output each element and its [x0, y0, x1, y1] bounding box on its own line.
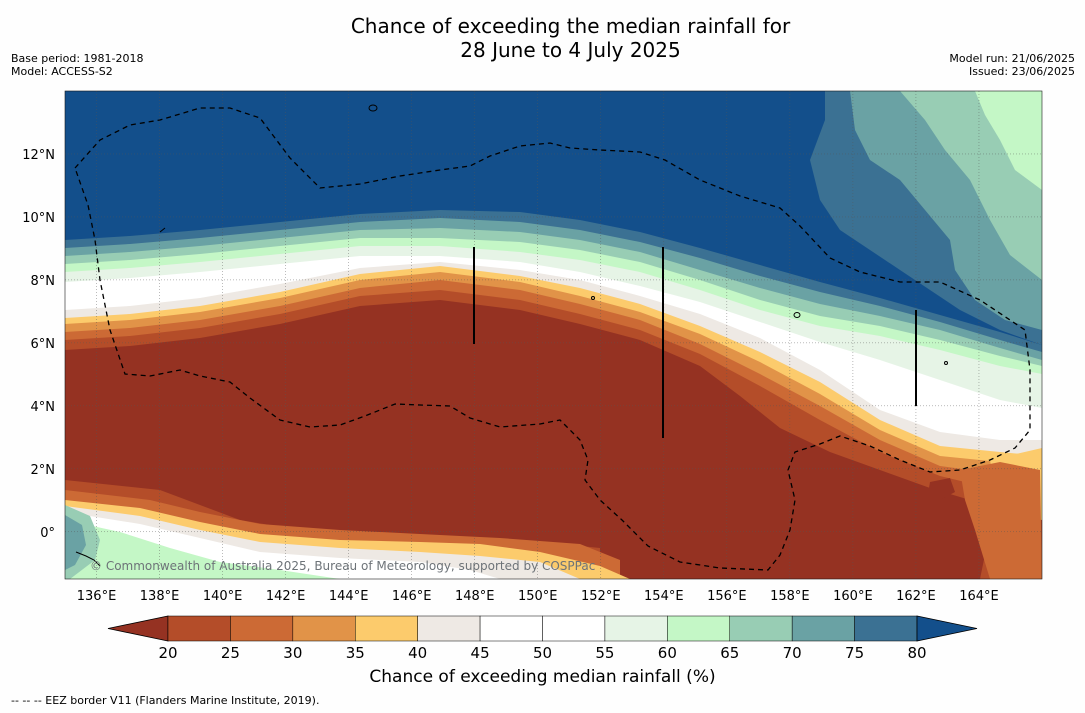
colorbar-tick-label: 55: [595, 644, 614, 662]
longitude-labels: 136°E 138°E 140°E 142°E 144°E 146°E 148°E 150°E…: [77, 589, 999, 604]
issued-date: Issued: 23/06/2025: [968, 65, 1075, 78]
field-20-core: [65, 300, 990, 579]
lon-tick-label: 138°E: [140, 589, 180, 604]
lon-tick-label: 160°E: [833, 589, 873, 604]
island-marker: [944, 361, 948, 365]
colorbar-extend-high: [916, 615, 978, 642]
boundary-lines: [473, 247, 917, 438]
meta-right: Model run: 21/06/2025 Issued: 23/06/2025: [949, 52, 1075, 78]
colorbar-segment: [167, 615, 231, 642]
lon-tick-label: 154°E: [644, 589, 684, 604]
colorbar-extend-low: [107, 615, 169, 642]
colorbar-tick-label: 40: [408, 644, 427, 662]
colorbar-tick-label: 60: [658, 644, 677, 662]
island-marker: [159, 227, 166, 233]
colorbar-tick-label: 35: [346, 644, 365, 662]
colorbar-segment: [230, 615, 294, 642]
lon-tick-label: 156°E: [707, 589, 747, 604]
lon-tick-label: 146°E: [392, 589, 432, 604]
colorbar-segment: [542, 615, 606, 642]
field-60-east: [975, 91, 1042, 190]
colorbar-segment: [604, 615, 668, 642]
colorbar-tick-label: 45: [471, 644, 490, 662]
latitude-labels: 12°N 10°N 8°N 6°N 4°N 2°N 0°: [22, 148, 55, 541]
colorbar-tick-label: 80: [907, 644, 926, 662]
map-watermark: © Commonwealth of Australia 2025, Bureau…: [90, 559, 595, 573]
colorbar-segment: [479, 615, 543, 642]
island-marker: [591, 296, 595, 300]
field-30-se: [960, 462, 1042, 579]
rainfall-map: [65, 91, 1042, 579]
island-marker: [75, 551, 101, 567]
eez-borders: [74, 107, 1031, 571]
colorbar-tick-label: 25: [221, 644, 240, 662]
field-75-south: [65, 515, 86, 570]
island-marker: [368, 104, 378, 112]
chart-title: Chance of exceeding the median rainfall …: [0, 14, 1085, 62]
lon-tick-label: 158°E: [770, 589, 810, 604]
islands: [75, 104, 948, 567]
colorbar-segment: [854, 615, 918, 642]
lon-tick-label: 164°E: [959, 589, 999, 604]
lon-tick-label: 150°E: [518, 589, 558, 604]
colorbar-segment: [417, 615, 481, 642]
lat-tick-label: 8°N: [31, 274, 56, 289]
eez-legend-note: -- -- -- EEZ border V11 (Flanders Marine…: [11, 694, 320, 707]
field-60-south: [65, 520, 340, 579]
eez-border-palau-fsm: [74, 107, 1031, 571]
lon-tick-label: 162°E: [896, 589, 936, 604]
lon-tick-label: 152°E: [581, 589, 621, 604]
base-period: Base period: 1981-2018: [11, 52, 144, 65]
colorbar-tick-label: 75: [845, 644, 864, 662]
field-20-patch: [928, 478, 955, 500]
colorbar-tick-label: 20: [158, 644, 177, 662]
lat-tick-label: 4°N: [31, 400, 56, 415]
title-line-2: 28 June to 4 July 2025: [460, 38, 681, 62]
colorbar-segment: [355, 615, 418, 642]
colorbar-segment: [667, 615, 730, 642]
lon-tick-label: 144°E: [329, 589, 369, 604]
lon-tick-label: 142°E: [266, 589, 306, 604]
lat-tick-label: 12°N: [22, 148, 55, 163]
colorbar-tick-label: 65: [720, 644, 739, 662]
lat-tick-label: 10°N: [22, 211, 55, 226]
lon-tick-label: 140°E: [203, 589, 243, 604]
meta-left: Base period: 1981-2018 Model: ACCESS-S2: [11, 52, 143, 78]
colorbar-tick-label: 50: [533, 644, 552, 662]
colorbar-segment: [729, 615, 793, 642]
model-name: Model: ACCESS-S2: [11, 65, 113, 78]
colorbar-tick-label: 30: [283, 644, 302, 662]
colorbar-segment: [791, 615, 855, 642]
title-line-1: Chance of exceeding the median rainfall …: [350, 14, 791, 38]
lat-tick-label: 2°N: [31, 463, 56, 478]
colorbar-title: Chance of exceeding median rainfall (%): [369, 667, 716, 687]
lon-tick-label: 136°E: [77, 589, 117, 604]
colorbar-segment: [292, 615, 356, 642]
island-marker: [793, 312, 801, 318]
map-frame: [64, 90, 1043, 580]
colorbar-tick-label: 70: [783, 644, 802, 662]
lon-tick-label: 148°E: [455, 589, 495, 604]
colorbar: 20 25 30 35 40 45 50 55 60 65 70 75 80: [107, 615, 978, 662]
lat-tick-label: 0°: [40, 526, 55, 541]
lat-tick-label: 6°N: [31, 337, 56, 352]
model-run: Model run: 21/06/2025: [949, 52, 1075, 65]
